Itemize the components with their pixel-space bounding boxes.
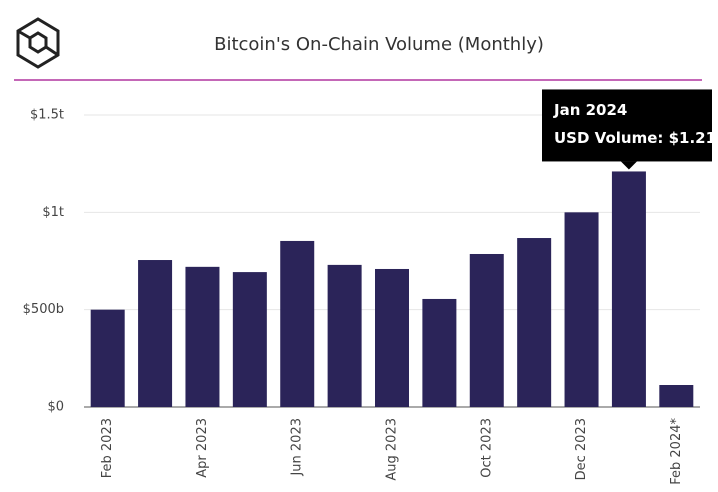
x-tick-label: Feb 2023 <box>100 418 115 478</box>
bar <box>375 268 409 407</box>
chart-title: Bitcoin's On-Chain Volume (Monthly) <box>214 34 544 55</box>
bar <box>517 238 552 407</box>
x-tick-label: Apr 2023 <box>195 418 210 478</box>
tooltip-arrow <box>620 161 637 170</box>
bar <box>185 266 220 407</box>
tooltip-box <box>542 89 712 162</box>
x-tick-label: Jun 2023 <box>290 418 305 477</box>
bar <box>564 212 599 407</box>
bar <box>422 298 457 407</box>
x-tick-label: Aug 2023 <box>385 418 400 481</box>
x-tick-label: Feb 2024* <box>669 418 684 485</box>
bar <box>138 260 173 407</box>
x-tick-label: Dec 2023 <box>574 418 589 480</box>
bar <box>469 253 504 407</box>
bar <box>659 385 694 407</box>
bar <box>327 264 362 407</box>
y-tick-label: $0 <box>47 400 64 415</box>
tooltip-title: Jan 2024 <box>553 101 627 119</box>
x-tick-label: Oct 2023 <box>479 418 494 478</box>
tooltip-text: USD Volume: $1.21t <box>554 129 718 147</box>
bar <box>280 240 315 407</box>
bar <box>611 171 646 407</box>
y-tick-label: $1.5t <box>30 108 64 123</box>
y-tick-label: $1t <box>42 205 64 220</box>
bar <box>232 272 267 407</box>
logo <box>16 17 60 69</box>
bar <box>90 309 125 407</box>
y-tick-label: $500b <box>23 302 64 317</box>
